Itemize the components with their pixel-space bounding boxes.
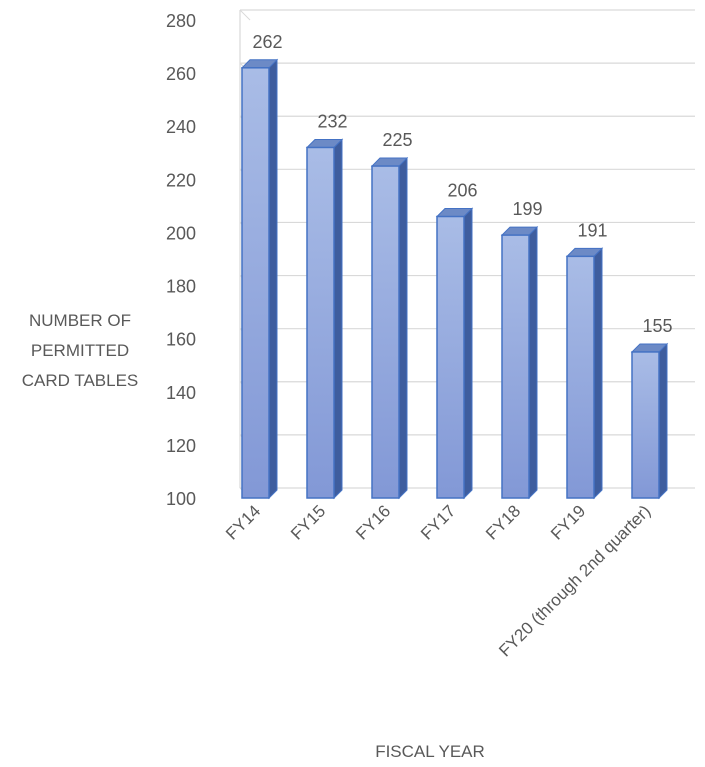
- bar: [305, 138, 344, 500]
- data-label: 199: [512, 199, 542, 219]
- x-tick-label: FY16: [352, 501, 394, 543]
- gridline-diagonal: [239, 9, 251, 21]
- y-tick-label: 160: [166, 330, 196, 350]
- y-tick-label: 280: [166, 11, 196, 31]
- bar: [565, 247, 604, 500]
- bar: [240, 58, 279, 500]
- data-label: 206: [447, 181, 477, 201]
- bar-side: [398, 156, 408, 500]
- x-tick-label: FY18: [482, 501, 524, 543]
- x-tick-label: FY17: [417, 501, 459, 543]
- data-labels: 262 232 225 206 199 191 155: [252, 32, 672, 336]
- data-label: 262: [252, 32, 282, 52]
- bar-side: [593, 247, 603, 500]
- bar-front: [371, 165, 400, 499]
- y-tick-label: 180: [166, 277, 196, 297]
- y-tick-label: 120: [166, 436, 196, 456]
- y-tick-label: 200: [166, 223, 196, 243]
- x-tick-label: FY15: [287, 501, 329, 543]
- y-axis-label-line-3: CARD TABLES: [21, 371, 139, 390]
- y-axis-label-line-2: PERMITTED: [30, 341, 130, 360]
- bar-front: [631, 351, 660, 499]
- bar-front: [501, 234, 530, 499]
- y-tick-label: 260: [166, 64, 196, 84]
- data-label: 232: [317, 111, 347, 131]
- y-tick-label: 240: [166, 117, 196, 137]
- bars: [240, 58, 669, 500]
- data-label: 191: [577, 220, 607, 240]
- bar-side: [268, 58, 278, 500]
- data-label: 155: [642, 316, 672, 336]
- bar: [500, 225, 539, 500]
- bar-side: [528, 225, 538, 500]
- x-tick-label: FY19: [547, 501, 589, 543]
- bar-front: [306, 146, 335, 499]
- bar-front: [436, 215, 465, 499]
- y-tick-label: 100: [166, 489, 196, 509]
- bar: [630, 342, 669, 500]
- bar-side: [658, 342, 668, 500]
- bar: [370, 156, 409, 500]
- y-axis-label: NUMBER OF PERMITTED CARD TABLES: [0, 306, 160, 396]
- y-tick-label: 220: [166, 170, 196, 190]
- data-label: 225: [382, 130, 412, 150]
- y-tick-labels: 100 120 140 160 180 200 220 240 260 280: [166, 11, 196, 509]
- bar-side: [333, 138, 343, 500]
- y-tick-label: 140: [166, 383, 196, 403]
- bar: [435, 207, 474, 500]
- x-axis-label: FISCAL YEAR: [375, 742, 485, 761]
- bar-front: [241, 67, 270, 499]
- y-axis-label-line-1: NUMBER OF: [29, 311, 131, 330]
- bar-front: [566, 255, 595, 499]
- x-tick-label: FY14: [222, 501, 264, 543]
- bar-side: [463, 207, 473, 500]
